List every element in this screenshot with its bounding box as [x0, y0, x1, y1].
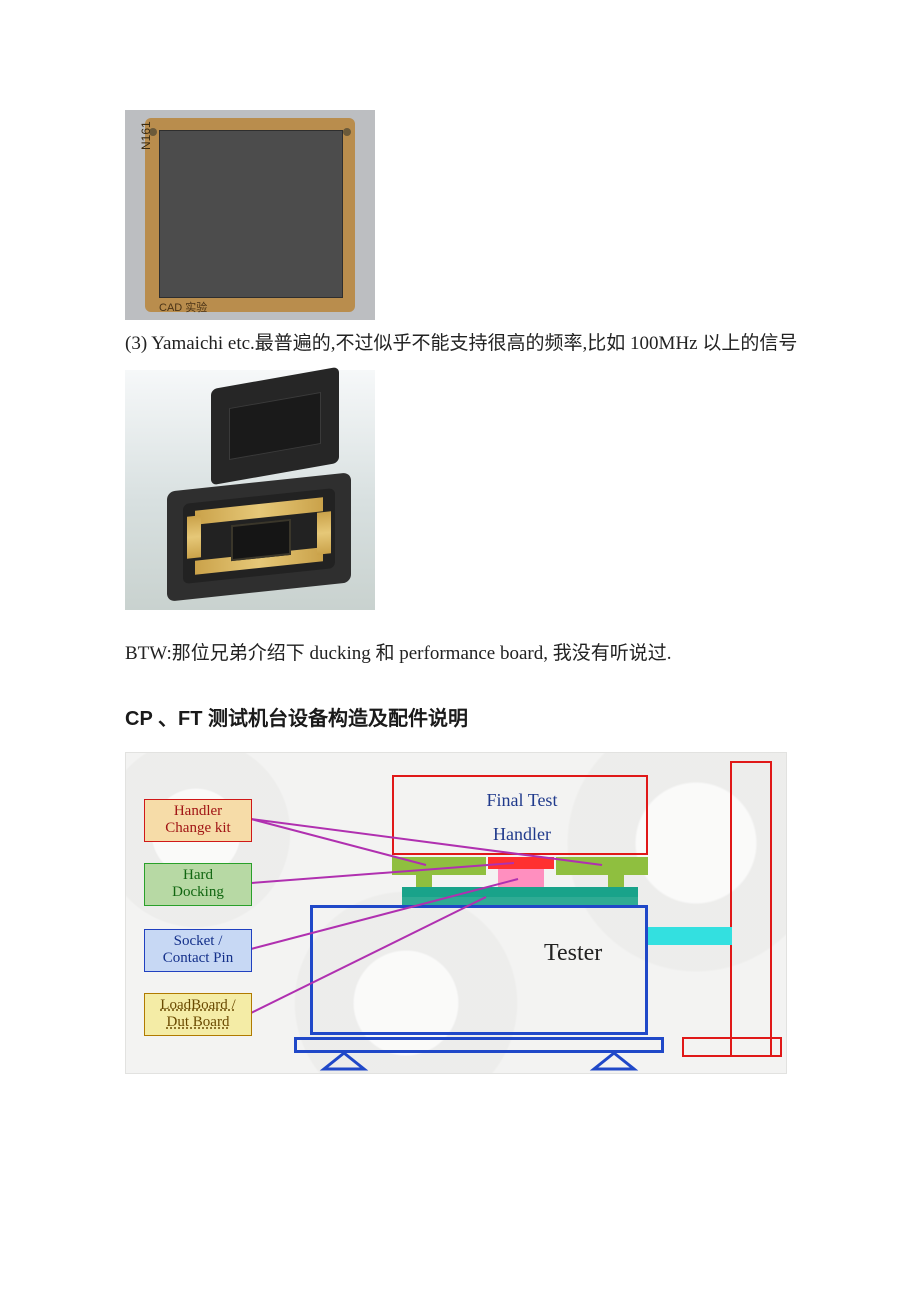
label-socket-line1: Socket /	[174, 933, 223, 949]
label-socket-pin: Socket / Contact Pin	[144, 929, 252, 972]
tester-diagram: Final Test Handler Tester	[125, 752, 787, 1074]
contact-row-icon	[187, 515, 201, 558]
label-hard-docking: Hard Docking	[144, 863, 252, 906]
label-docking-line1: Hard	[183, 867, 213, 883]
label-handler-kit: Handler Change kit	[144, 799, 252, 842]
label-handler-line2: Change kit	[165, 820, 230, 836]
document-page: N161 CAD 实验 (3) Yamaichi etc.最普遍的,不过似乎不能…	[0, 0, 920, 1134]
label-loadboard: LoadBoard / Dut Board	[144, 993, 252, 1036]
socket-cavity	[231, 519, 291, 561]
label-loadboard-line2: Dut Board	[167, 1014, 230, 1030]
paragraph-btw: BTW:那位兄弟介绍下 ducking 和 performance board,…	[125, 636, 810, 672]
fixture-label-bottom: CAD 实验	[159, 298, 207, 319]
socket-photo	[125, 370, 375, 610]
section-heading: CP 、FT 测试机台设备构造及配件说明	[125, 700, 810, 738]
paragraph-yamaichi: (3) Yamaichi etc.最普遍的,不过似乎不能支持很高的频率,比如 1…	[125, 326, 810, 362]
label-socket-line2: Contact Pin	[163, 950, 233, 966]
label-loadboard-line1: LoadBoard /	[160, 997, 235, 1013]
fixture-photo: N161 CAD 实验	[125, 110, 375, 320]
label-docking-line2: Docking	[172, 884, 224, 900]
socket-lid	[211, 367, 339, 486]
fixture-label-left: N161	[135, 121, 158, 150]
fixture-membrane	[159, 130, 343, 298]
label-handler-line1: Handler	[174, 803, 222, 819]
mount-hole-icon	[343, 128, 351, 136]
contact-row-icon	[317, 511, 331, 554]
